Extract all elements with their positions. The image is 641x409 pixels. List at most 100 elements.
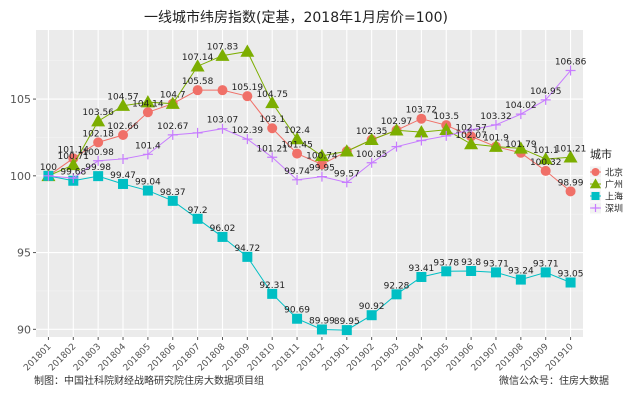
point-marker <box>441 130 452 141</box>
data-label: 99.68 <box>60 168 86 178</box>
series-line <box>48 70 571 183</box>
point-marker <box>142 185 153 196</box>
data-label: 102.97 <box>381 117 413 127</box>
point-marker <box>466 265 477 276</box>
point-marker <box>466 131 477 142</box>
data-label: 103.72 <box>406 106 438 116</box>
data-label: 99.47 <box>110 171 136 181</box>
series-line <box>48 175 571 331</box>
point-marker <box>339 144 354 157</box>
point-marker <box>192 127 203 138</box>
point-marker <box>118 178 129 189</box>
data-label: 97.2 <box>188 206 208 216</box>
point-marker <box>366 157 377 168</box>
data-label: 96.02 <box>210 224 236 234</box>
point-marker <box>190 59 205 72</box>
point-marker <box>290 131 305 145</box>
data-label: 104.95 <box>530 87 562 97</box>
point-marker <box>414 125 429 138</box>
data-label: 102.35 <box>356 127 388 137</box>
point-marker <box>292 174 303 185</box>
point-marker <box>316 171 327 182</box>
data-label: 99.98 <box>85 163 111 173</box>
point-marker <box>565 277 576 288</box>
point-marker <box>43 170 54 181</box>
point-marker <box>490 119 501 130</box>
data-label: 107.83 <box>207 43 239 53</box>
legend-item: 上海 <box>590 190 623 203</box>
point-marker <box>167 195 178 206</box>
data-label: 93.05 <box>558 270 584 280</box>
legend-label: 广州 <box>605 179 623 191</box>
point-marker <box>591 204 600 212</box>
data-label: 102.4 <box>284 126 310 136</box>
data-label: 98.99 <box>558 178 584 188</box>
point-marker <box>118 129 129 140</box>
point-marker <box>66 157 81 171</box>
point-marker <box>589 178 602 189</box>
point-marker <box>93 171 104 182</box>
data-label: 102.07 <box>455 131 487 141</box>
data-label: 104.75 <box>256 90 288 100</box>
point-marker <box>217 123 228 134</box>
data-label: 93.41 <box>409 264 435 274</box>
point-marker <box>242 91 253 102</box>
data-label: 102.39 <box>232 126 264 136</box>
point-marker <box>416 135 427 146</box>
point-marker <box>466 124 477 135</box>
data-label: 93.71 <box>533 259 559 269</box>
data-label: 103.1 <box>259 115 285 125</box>
y-axis: 90 95 100 105 <box>10 93 36 336</box>
point-marker <box>391 141 402 152</box>
data-label: 102.67 <box>157 122 189 132</box>
data-label: 92.28 <box>384 281 410 291</box>
point-marker <box>364 132 379 146</box>
point-marker <box>140 95 155 108</box>
data-label: 106.86 <box>555 58 587 68</box>
data-label: 104.7 <box>160 91 186 101</box>
data-label: 90.69 <box>284 306 310 316</box>
y-tick-label: 100 <box>10 170 31 183</box>
series-line <box>48 89 571 192</box>
series-line <box>48 50 571 177</box>
point-marker <box>93 137 104 148</box>
series-深圳 <box>43 65 576 188</box>
point-marker <box>540 267 551 278</box>
data-label: 100 <box>40 163 57 173</box>
point-marker <box>316 159 327 170</box>
data-label: 92.31 <box>259 281 285 291</box>
data-label: 93.71 <box>483 259 509 269</box>
point-marker <box>540 165 551 176</box>
data-label: 99.57 <box>334 169 360 179</box>
point-marker <box>314 148 329 162</box>
data-label: 102.18 <box>82 129 114 139</box>
point-marker <box>265 95 280 109</box>
point-marker <box>68 173 79 184</box>
legend-label: 上海 <box>605 191 623 203</box>
point-marker <box>91 114 106 127</box>
legend-item: 深圳 <box>590 202 623 215</box>
point-marker <box>515 274 526 285</box>
data-label: 98.37 <box>160 188 186 198</box>
data-label: 101.79 <box>505 140 537 150</box>
data-label: 101.4 <box>135 141 161 151</box>
data-label: 94.72 <box>234 244 260 254</box>
point-marker <box>217 231 228 242</box>
legend-item: 广州 <box>589 178 623 191</box>
point-marker <box>192 85 203 96</box>
data-label: 100.85 <box>356 150 388 160</box>
point-marker <box>540 94 551 105</box>
footer-wechat: 微信公众号：住房大数据 <box>499 376 609 387</box>
y-tick-label: 105 <box>10 93 31 106</box>
data-label: 99.74 <box>284 167 310 177</box>
point-marker <box>490 267 501 278</box>
legend-label: 深圳 <box>605 204 623 215</box>
y-tick-label: 95 <box>17 247 31 260</box>
x-axis: 2018012018022018032018042018052018062018… <box>22 337 576 373</box>
point-marker <box>515 109 526 120</box>
point-marker <box>242 134 253 145</box>
point-marker <box>292 313 303 324</box>
data-label: 100.98 <box>82 148 114 158</box>
point-marker <box>116 98 131 111</box>
point-marker <box>391 289 402 300</box>
